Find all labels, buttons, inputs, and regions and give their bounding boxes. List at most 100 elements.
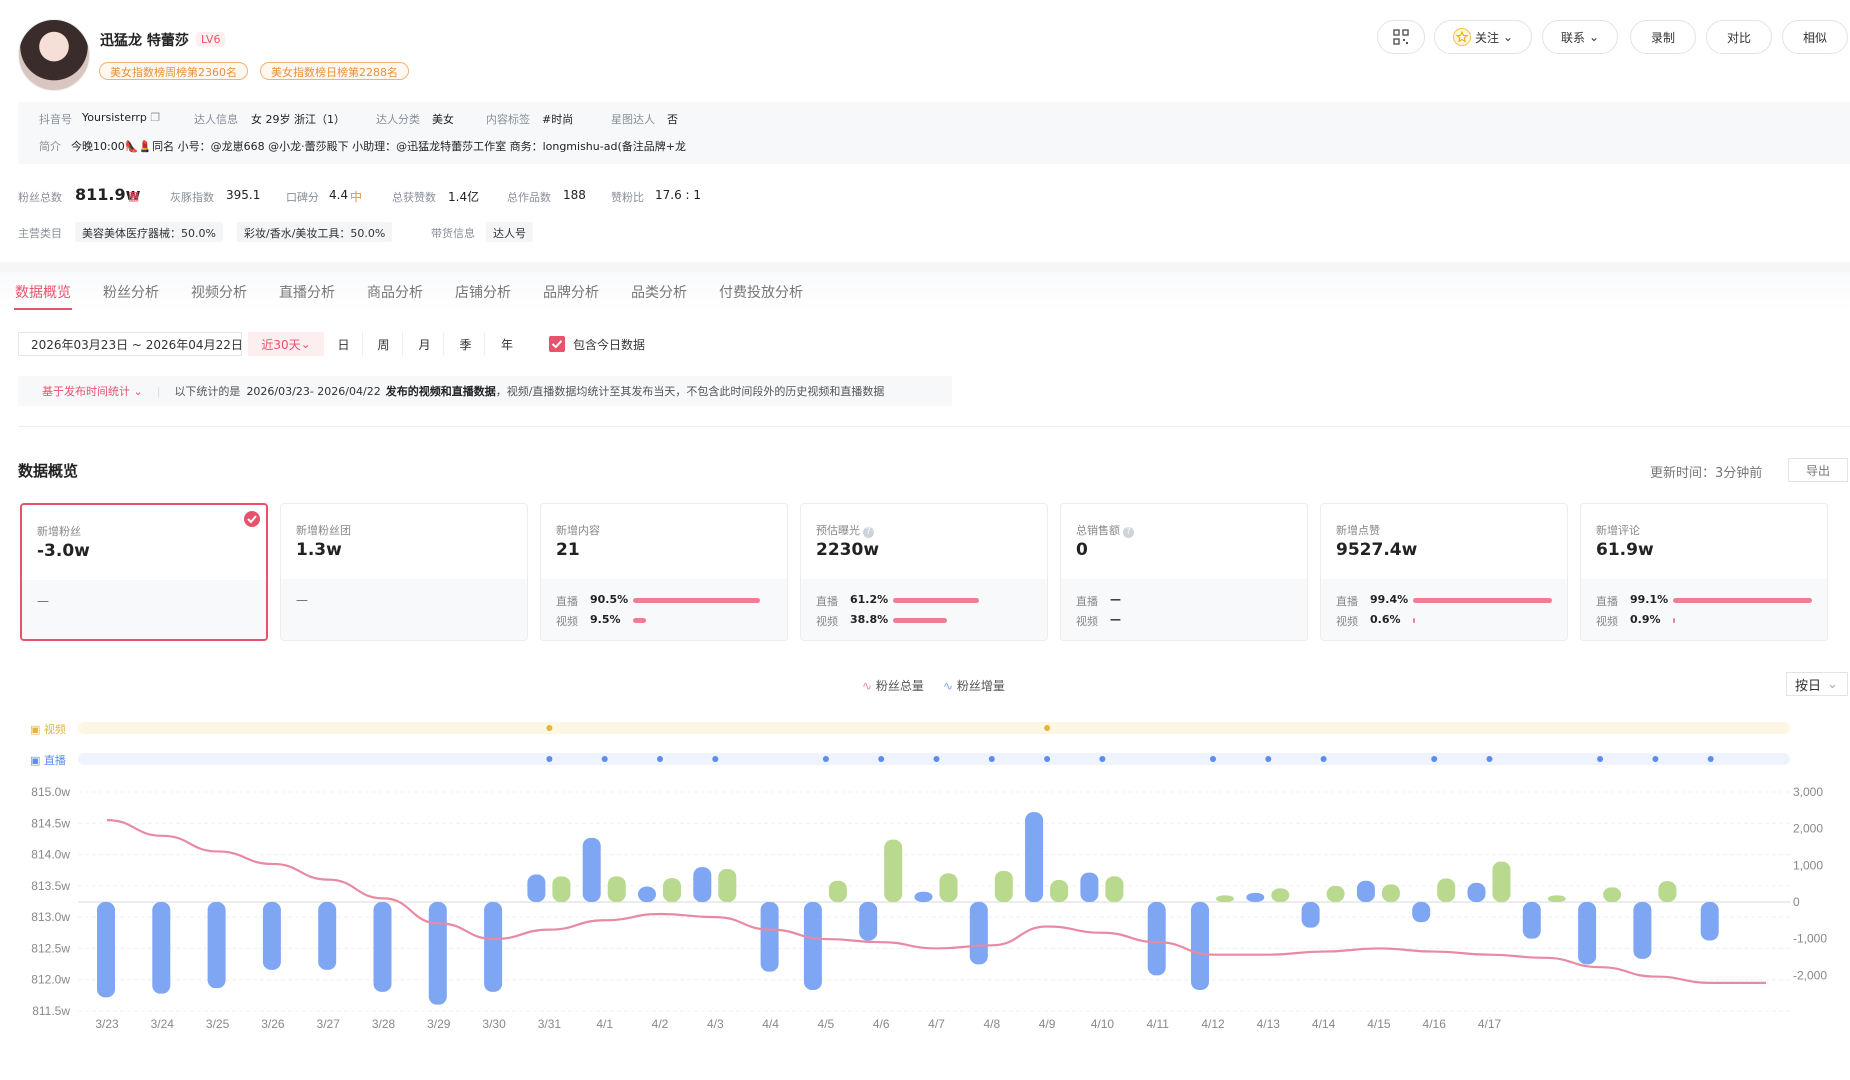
bar-delta xyxy=(859,902,878,941)
lane-live-label: ▣ 直播 xyxy=(30,754,66,767)
follow-button[interactable]: 关注 ⌄ xyxy=(1434,20,1532,54)
card-value: -3.0w xyxy=(37,541,90,561)
row-video-pct: — xyxy=(1110,613,1121,626)
card-footer: 直播 61.2% 视频 38.8% xyxy=(801,579,1047,640)
bar-delta xyxy=(1547,895,1566,902)
fans-chart[interactable]: 811.5w 812.0w 812.5w 813.0w 813.5w 814.0w 814.… xyxy=(0,700,1850,1045)
chart-icon[interactable]: ▦ xyxy=(128,189,140,203)
y-left-tick: 812.0w xyxy=(31,973,70,987)
tab-shop[interactable]: 店铺分析 xyxy=(455,285,511,301)
live-dot xyxy=(1320,756,1327,762)
rank-week-badge[interactable]: 美女指数榜周榜第2360名 xyxy=(99,62,248,80)
tag-value: #时尚 xyxy=(542,113,574,126)
contact-button[interactable]: 联系 ⌄ xyxy=(1542,20,1618,54)
metric-card-new-content[interactable]: 新增内容 21 直播 90.5% 视频 9.5% xyxy=(540,503,788,641)
date-range-picker[interactable]: 2026年03月23日 ~ 2026年04月22日⌄ xyxy=(18,332,259,356)
bar-delta xyxy=(582,837,601,902)
record-button[interactable]: 录制 xyxy=(1630,20,1696,54)
metric-card-exposure[interactable]: 预估曝光? 2230w 直播 61.2% 视频 38.8% xyxy=(800,503,1048,641)
card-footer: 直播 99.1% 视频 0.9% xyxy=(1581,579,1827,640)
info-panel xyxy=(18,102,1850,164)
tab-paid[interactable]: 付费投放分析 xyxy=(719,285,803,301)
tab-category[interactable]: 品类分析 xyxy=(631,285,687,301)
copy-icon[interactable]: ❐ xyxy=(150,111,161,124)
card-title: 新增内容 xyxy=(556,524,600,537)
tab-fans[interactable]: 粉丝分析 xyxy=(103,285,159,301)
similar-button[interactable]: 相似 xyxy=(1782,20,1848,54)
period-day[interactable]: 日 xyxy=(325,332,363,356)
bar-delta xyxy=(1412,902,1431,923)
card-value: 61.9w xyxy=(1596,540,1654,560)
row-video-label: 视频 xyxy=(816,615,838,628)
x-tick: 3/25 xyxy=(206,1017,230,1031)
tab-video[interactable]: 视频分析 xyxy=(191,285,247,301)
bar-delta xyxy=(914,891,933,902)
live-dot xyxy=(933,756,940,762)
bar-delta xyxy=(969,902,988,965)
bar-delta xyxy=(97,902,115,998)
bar-delta xyxy=(1578,902,1597,965)
metric-card-new-comments[interactable]: 新增评论 61.9w 直播 99.1% 视频 0.9% xyxy=(1580,503,1828,641)
metric-card-sales[interactable]: 总销售额? 0 直播 — 视频 — xyxy=(1060,503,1308,641)
basis-dropdown[interactable]: 基于发布时间统计 ⌄ xyxy=(42,385,143,398)
metric-card-fan-club[interactable]: 新增粉丝团 1.3w — xyxy=(280,503,528,641)
legend-total[interactable]: ∿ 粉丝总量 xyxy=(862,677,924,694)
card-title: 新增点赞 xyxy=(1336,524,1380,537)
works-value: 188 xyxy=(563,188,586,202)
intro-value: 今晚10:00👠💄同名 小号：@龙崽668 @小龙·蕾莎殿下 小助理：@迅猛龙特… xyxy=(71,140,686,153)
export-button[interactable]: 导出 xyxy=(1788,458,1848,482)
card-footer: 直播 99.4% 视频 0.6% xyxy=(1321,579,1567,640)
row-live-pct: 61.2% xyxy=(850,593,889,606)
metric-card-new-likes[interactable]: 新增点赞 9527.4w 直播 99.4% 视频 0.6% xyxy=(1320,503,1568,641)
tab-live[interactable]: 直播分析 xyxy=(279,285,335,301)
tag-label: 内容标签 xyxy=(486,113,530,126)
granularity-select[interactable]: 按日 ⌄ xyxy=(1786,672,1848,696)
period-quarter[interactable]: 季 xyxy=(447,332,485,356)
stat-notice: 基于发布时间统计 ⌄ | 以下统计的是 2026/03/23- 2026/04/… xyxy=(18,376,952,406)
bar-delta xyxy=(693,867,712,902)
talent-label: 达人信息 xyxy=(194,113,238,126)
intro-label: 简介 xyxy=(39,140,61,153)
tab-overview[interactable]: 数据概览 xyxy=(15,285,71,301)
help-icon[interactable]: ? xyxy=(863,527,874,538)
period-week[interactable]: 周 xyxy=(365,332,403,356)
rank-day-badge[interactable]: 美女指数榜日榜第2288名 xyxy=(260,62,409,80)
live-dot xyxy=(1099,756,1106,762)
row-video-label: 视频 xyxy=(1076,615,1098,628)
live-dot xyxy=(657,756,663,762)
bar-delta xyxy=(1700,902,1719,941)
tab-goods[interactable]: 商品分析 xyxy=(367,285,423,301)
y-right-tick: 2,000 xyxy=(1793,822,1823,836)
x-tick: 4/3 xyxy=(707,1017,724,1031)
near30-select[interactable]: 近30天 ⌄ xyxy=(248,332,324,356)
period-month[interactable]: 月 xyxy=(406,332,444,356)
bar-delta xyxy=(1658,881,1677,902)
goods-chip: 达人号 xyxy=(486,222,533,242)
bar-delta xyxy=(884,839,903,902)
y-right-tick: 0 xyxy=(1793,895,1800,909)
star-value: 否 xyxy=(667,113,678,126)
help-icon[interactable]: ? xyxy=(1123,527,1134,538)
y-left-tick: 813.0w xyxy=(31,910,70,924)
card-value: 21 xyxy=(556,540,580,560)
include-today-checkbox[interactable] xyxy=(549,336,565,352)
compare-button[interactable]: 对比 xyxy=(1706,20,1772,54)
period-year[interactable]: 年 xyxy=(500,337,513,352)
card-title: 新增粉丝团 xyxy=(296,524,351,537)
row-video-label: 视频 xyxy=(556,615,578,628)
main-cat-chip: 美容美体医疗器械：50.0% xyxy=(75,222,223,242)
goods-label: 带货信息 xyxy=(431,227,475,240)
notice-suffix: ，视频/直播数据均统计至其发布当天，不包含此时间段外的历史视频和直播数据 xyxy=(495,385,885,398)
gray-value: 395.1 xyxy=(226,188,261,202)
live-bar xyxy=(893,598,979,603)
bar-delta xyxy=(1271,888,1290,902)
row-live-label: 直播 xyxy=(556,595,578,608)
tab-brand[interactable]: 品牌分析 xyxy=(543,285,599,301)
qrcode-button[interactable] xyxy=(1377,20,1425,54)
legend-delta[interactable]: ∿ 粉丝增量 xyxy=(943,677,1005,694)
card-dash: — xyxy=(296,593,308,607)
metric-card-new-fans[interactable]: 新增粉丝 -3.0w — xyxy=(20,503,268,641)
x-tick: 3/23 xyxy=(95,1017,119,1031)
douyin-label: 抖音号 xyxy=(39,113,72,126)
include-today-label[interactable]: 包含今日数据 xyxy=(573,337,646,352)
